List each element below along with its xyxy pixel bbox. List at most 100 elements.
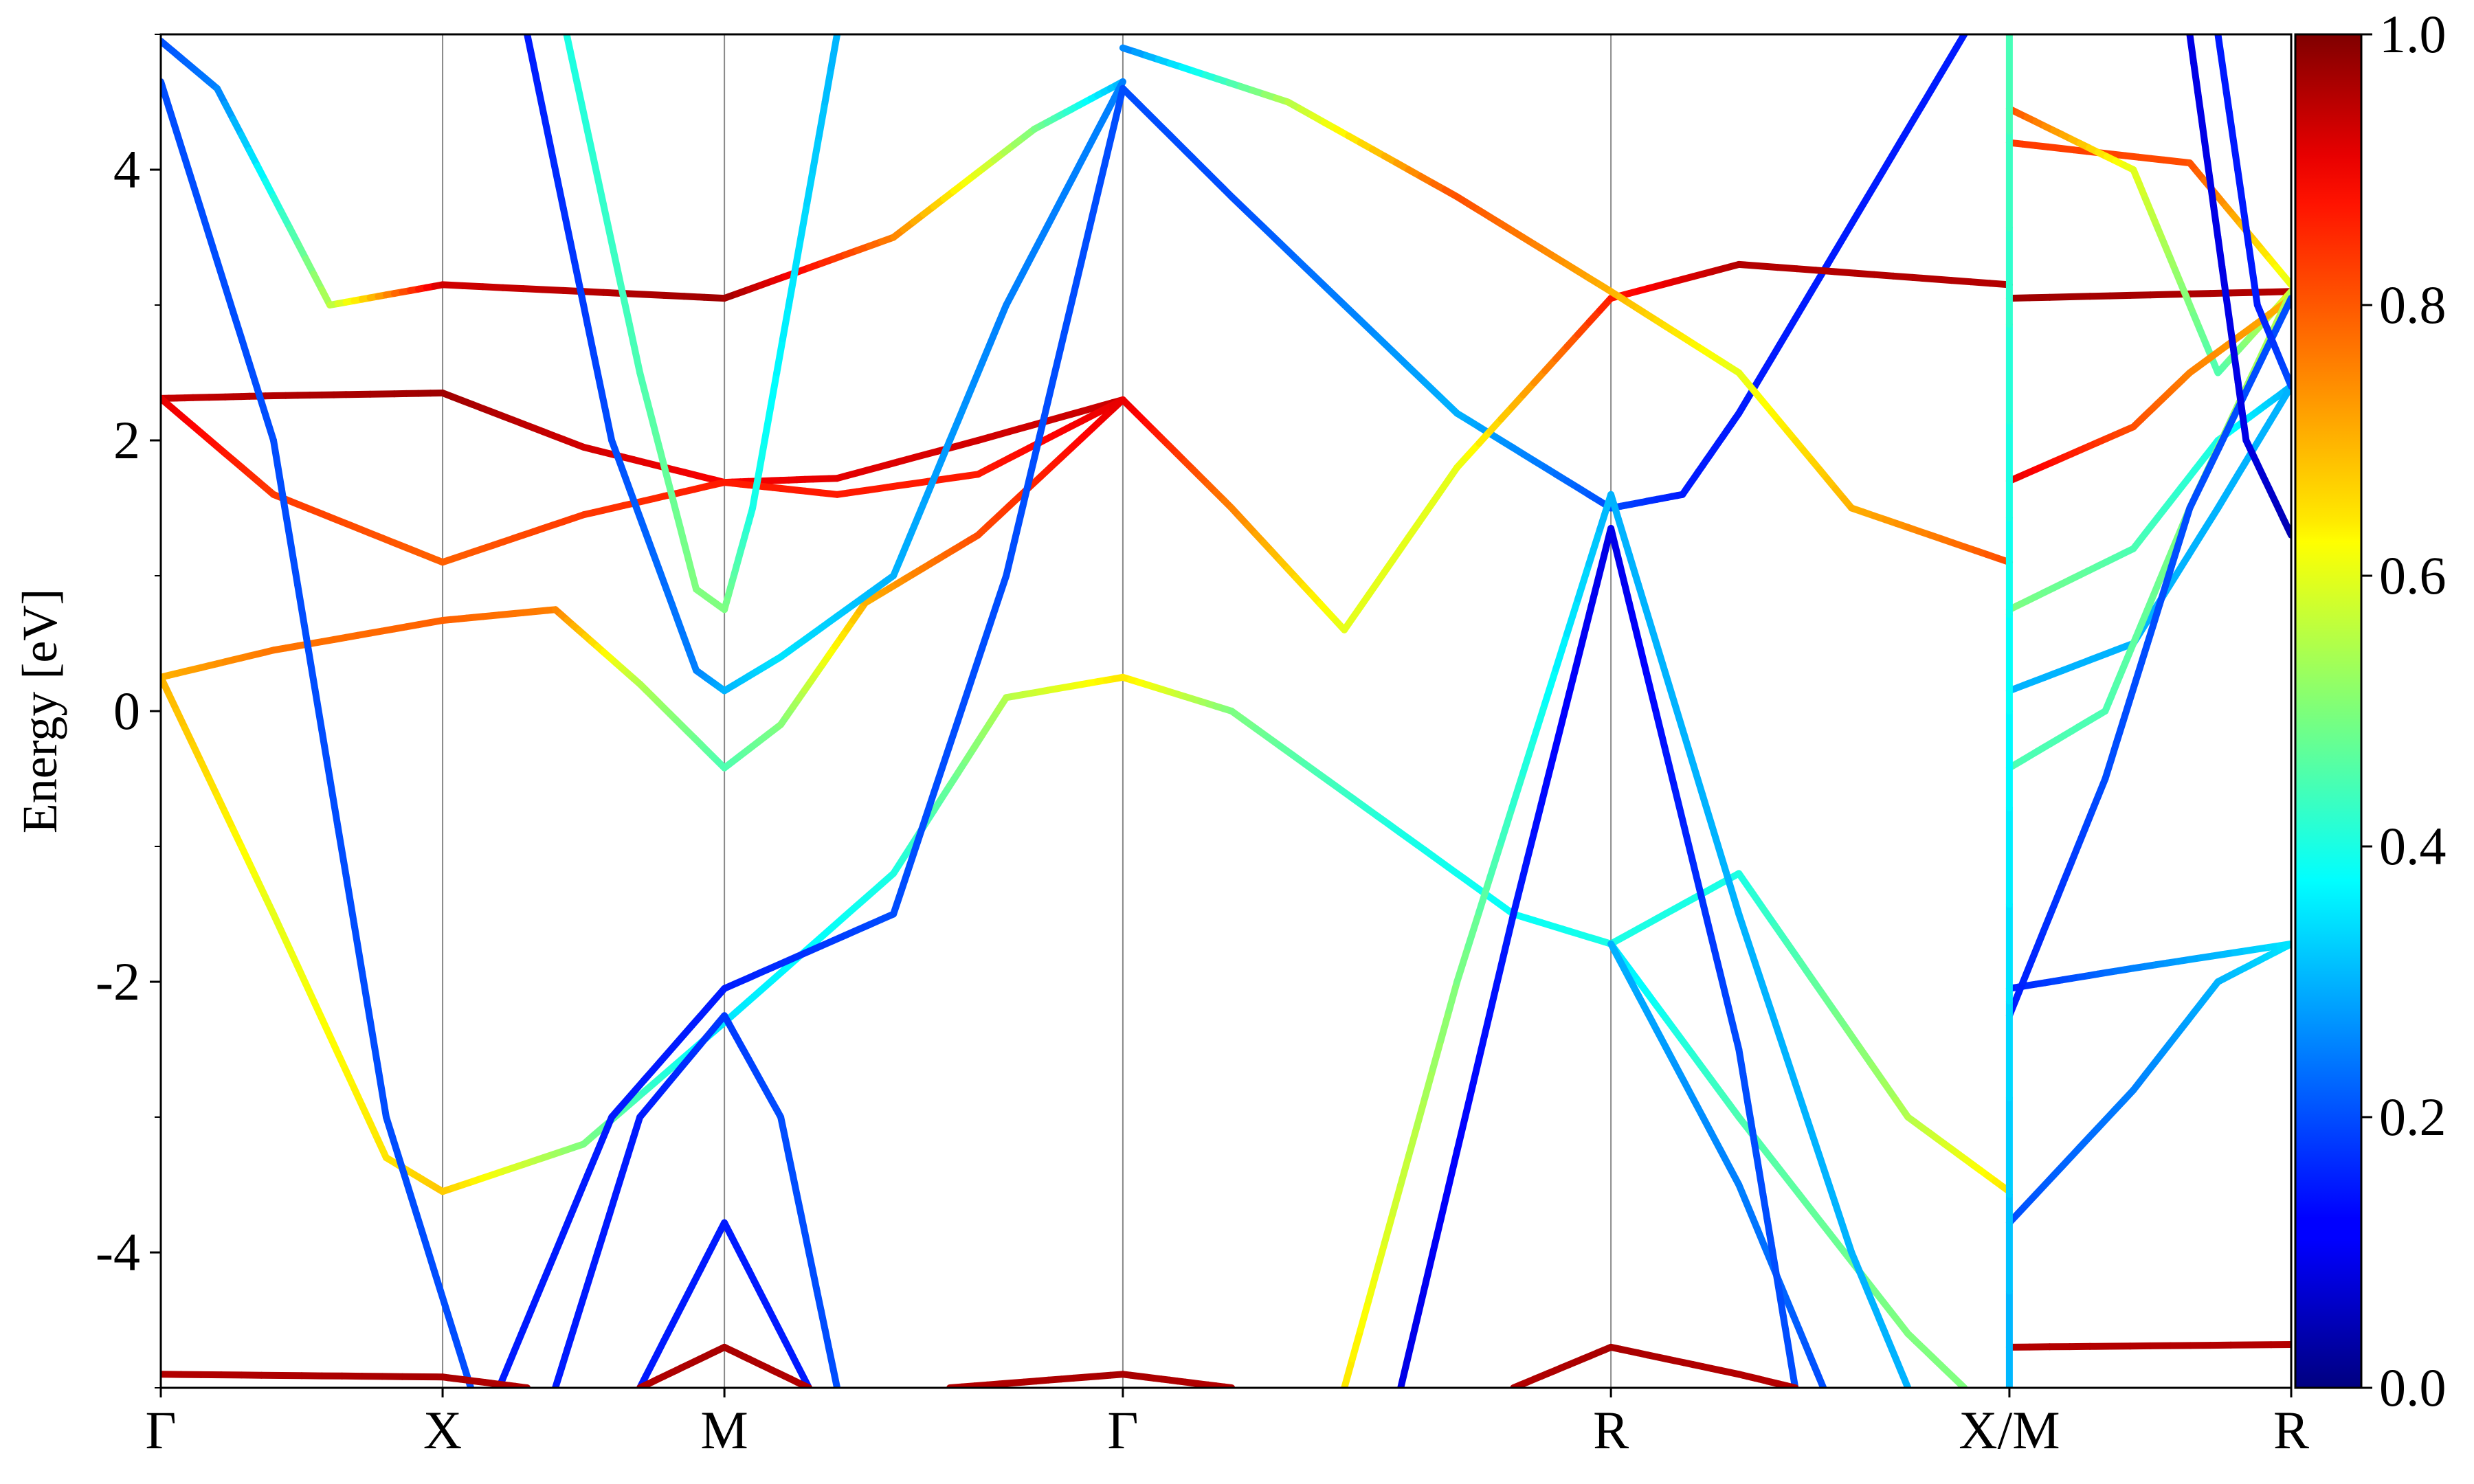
band-segment [1437, 1181, 1453, 1222]
band-segment [761, 403, 774, 444]
band-segment [1759, 1191, 1771, 1222]
band-segment [1357, 317, 1381, 339]
band-segment [1772, 1263, 1783, 1295]
band-segment [1397, 1152, 1412, 1189]
band-segment [829, 1364, 841, 1388]
band-segment [552, 1229, 567, 1256]
band-segment [1689, 859, 1706, 904]
band-segment [544, 1249, 559, 1276]
band-segment [1735, 870, 1754, 895]
band-line [1341, 491, 1912, 1388]
band-segment [1510, 883, 1524, 918]
band-segment [994, 302, 1010, 328]
band-segment [1653, 640, 1669, 678]
band-line [563, 34, 841, 614]
band-line [2186, 34, 2291, 539]
band-segment [1743, 934, 1759, 966]
band-line [552, 1012, 841, 1388]
band-line [636, 1343, 813, 1388]
band-segment [2227, 321, 2238, 357]
band-segment [1763, 1215, 1775, 1246]
band-segment [1680, 822, 1697, 867]
band-segment [930, 456, 946, 483]
band-line [2005, 288, 2291, 302]
band-segment [1341, 302, 1364, 324]
band-segment [1537, 773, 1552, 808]
y-tick-label: -2 [96, 952, 140, 1011]
band-segment [1544, 745, 1559, 780]
band-segment [326, 775, 342, 831]
band-segment [1662, 671, 1679, 708]
x-tick-label: R [1593, 1400, 1629, 1460]
x-tick-label: Γ [1107, 1400, 1138, 1460]
band-segment [583, 1152, 599, 1179]
band-segment [1405, 363, 1429, 386]
band-line [495, 85, 1126, 1388]
band-segment [938, 741, 954, 773]
band-segment [979, 340, 994, 367]
band-segment [1952, 34, 1968, 52]
band-segment [2190, 60, 2202, 96]
band-segment [979, 620, 994, 652]
band-segment [197, 206, 213, 239]
band-segment [1635, 636, 1651, 681]
band-segment [1453, 1114, 1469, 1155]
band-segment [573, 79, 586, 111]
band-segment [2230, 350, 2242, 386]
band-segment [1625, 599, 1642, 644]
band-segment [318, 727, 333, 783]
band-segment [922, 789, 937, 821]
band-segment [1772, 922, 1791, 947]
band-segment [2234, 379, 2246, 415]
band-line [2005, 1341, 2291, 1351]
band-segment [1524, 828, 1538, 863]
band-segment [1783, 1336, 1795, 1367]
band-segment [773, 335, 786, 376]
band-segment [1445, 978, 1461, 1015]
band-segment [1807, 1128, 1823, 1160]
band-segment [1397, 1350, 1412, 1388]
band-segment [1044, 363, 1060, 405]
band-segment [1593, 552, 1607, 587]
band-segment [1469, 1046, 1485, 1087]
band-segment [578, 291, 591, 328]
band-segment [1779, 1312, 1791, 1343]
band-segment [1517, 855, 1531, 890]
band-segment [554, 176, 567, 212]
x-tick-label: X [423, 1400, 462, 1460]
band-segment [592, 1133, 608, 1160]
band-segment [1486, 978, 1501, 1020]
band-segment [922, 475, 937, 502]
band-segment [803, 166, 816, 207]
band-segment [1735, 1046, 1747, 1077]
band-segment [1644, 673, 1660, 718]
band-segment [906, 514, 922, 541]
band-segment [1437, 394, 1461, 417]
band-segment [1579, 607, 1594, 642]
band-segment [230, 308, 245, 341]
band-segment [1880, 1079, 1899, 1103]
band-segment [1607, 525, 1624, 570]
band-segment [914, 495, 929, 521]
band-line [2005, 383, 2291, 614]
band-segment [214, 258, 229, 291]
band-segment [1292, 255, 1316, 278]
band-segment [205, 232, 221, 265]
y-axis-label: Energy [eV] [12, 589, 67, 834]
band-segment [286, 533, 302, 589]
band-line [161, 78, 475, 1388]
band-segment [1036, 398, 1051, 440]
band-segment [1027, 433, 1043, 475]
band-line [2005, 940, 2291, 992]
band-segment [1478, 1012, 1493, 1053]
band-segment [520, 1307, 535, 1334]
band-segment [1405, 1123, 1420, 1160]
band-segment [810, 132, 823, 173]
bands [161, 34, 2291, 1388]
band-segment [1816, 1152, 1831, 1184]
band-segment [1078, 224, 1093, 267]
band-segment [1824, 1176, 1839, 1208]
band-segment [1800, 1103, 1815, 1136]
band-segment [2238, 407, 2250, 444]
band-segment [254, 385, 269, 418]
